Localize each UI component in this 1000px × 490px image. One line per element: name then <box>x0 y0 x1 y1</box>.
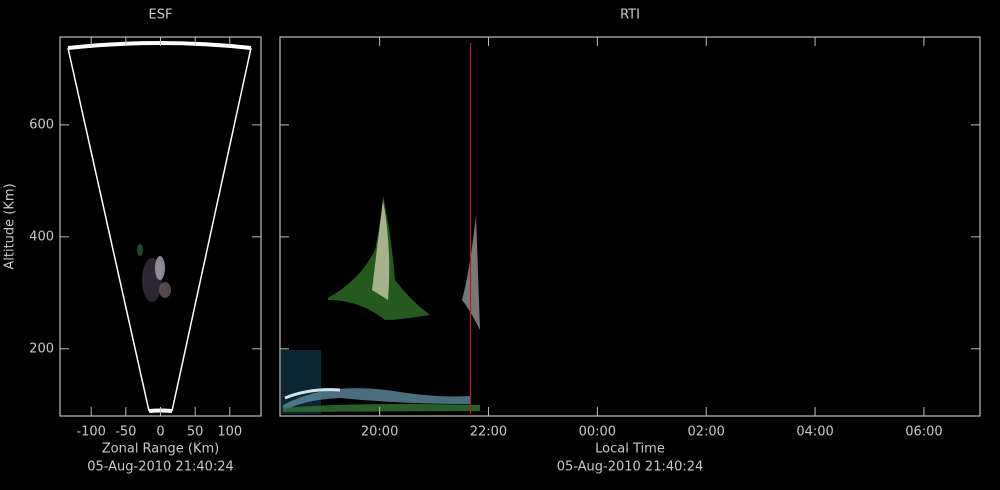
fan-edge <box>171 47 252 412</box>
chart-title: RTI <box>620 8 640 23</box>
rti-echoes <box>281 195 480 414</box>
echo <box>283 388 470 412</box>
x-tick-label: 100 <box>217 425 242 440</box>
fan-arc <box>67 41 252 50</box>
plot-frame <box>59 36 262 417</box>
plot-frame <box>279 36 981 417</box>
y-tick-label: 200 <box>29 341 54 356</box>
chart-title: ESF <box>149 8 173 23</box>
x-tick-label: -100 <box>76 425 106 440</box>
y-tick-label: 400 <box>29 229 54 244</box>
subtitle: 05-Aug-2010 21:40:24 <box>87 460 234 475</box>
esf-echoes <box>137 244 171 302</box>
x-tick-label: 50 <box>187 425 204 440</box>
echo <box>137 244 143 256</box>
x-tick-label: 00:00 <box>579 425 616 440</box>
y-axis-label: Altitude (Km) <box>3 183 18 269</box>
echo <box>372 200 390 300</box>
x-tick-label: -50 <box>115 425 136 440</box>
x-tick-label: 04:00 <box>796 425 833 440</box>
echo <box>159 282 171 298</box>
echo <box>283 404 480 412</box>
echo <box>155 256 165 280</box>
x-axis-label: Local Time <box>595 442 665 457</box>
x-tick-label: 20:00 <box>361 425 398 440</box>
echo <box>284 388 341 400</box>
y-tick-label: 600 <box>29 117 54 132</box>
x-tick-label: 22:00 <box>470 425 507 440</box>
x-tick-label: 06:00 <box>905 425 942 440</box>
subtitle: 05-Aug-2010 21:40:24 <box>557 460 704 475</box>
x-tick-label: 02:00 <box>687 425 724 440</box>
x-tick-label: 0 <box>156 425 164 440</box>
x-axis-label: Zonal Range (Km) <box>102 442 219 457</box>
fan-edge <box>67 47 150 412</box>
esf-fan <box>67 41 252 413</box>
